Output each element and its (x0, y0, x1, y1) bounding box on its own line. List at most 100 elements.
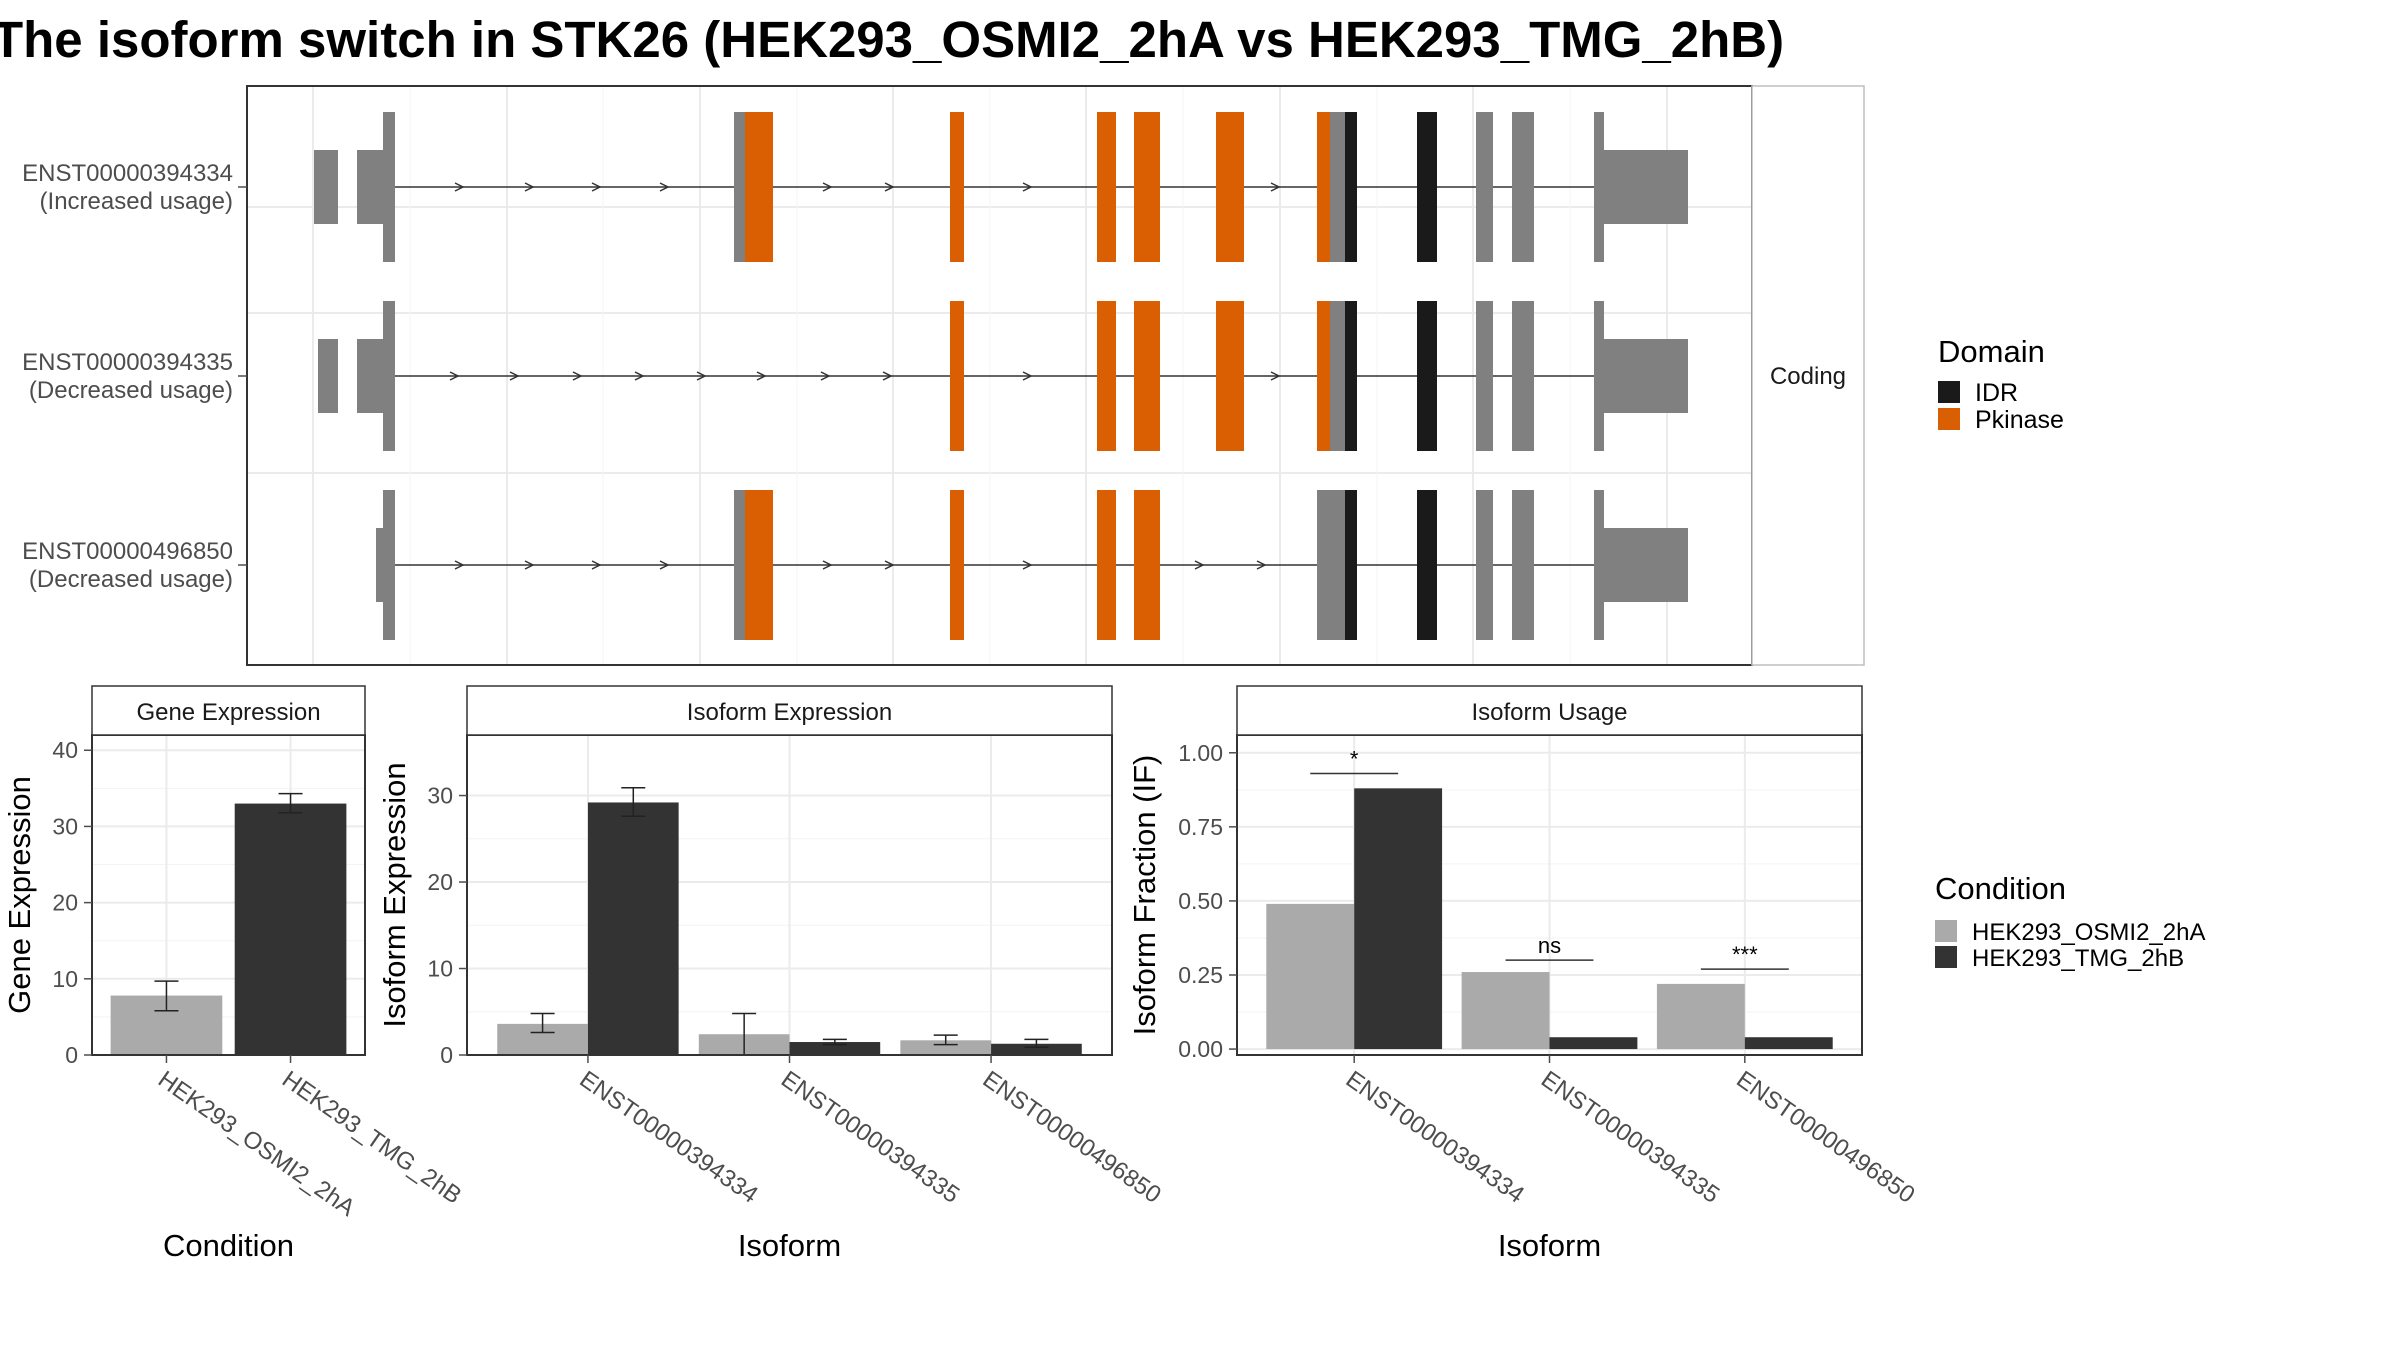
intron-arrow (509, 371, 520, 381)
exon (376, 528, 383, 602)
pkinase-domain-exon (950, 490, 964, 640)
bar (1744, 1037, 1833, 1050)
exon (318, 339, 338, 413)
intron-arrow (572, 371, 583, 381)
bar (1354, 788, 1443, 1050)
exon (1594, 112, 1604, 262)
bar (1461, 972, 1550, 1050)
y-tick-label: 1.00 (1178, 740, 1223, 766)
intron-arrow (591, 182, 602, 192)
intron-arrow (696, 371, 707, 381)
intron-arrow (449, 371, 460, 381)
idr-domain-exon (1345, 490, 1357, 640)
pkinase-domain-exon (1134, 301, 1160, 451)
intron-arrow (884, 560, 895, 570)
x-tick-label: HEK293_OSMI2_2hA (153, 1066, 360, 1222)
intron-arrow (1022, 371, 1033, 381)
bar (1656, 983, 1745, 1050)
x-axis-title: Isoform (1498, 1228, 1601, 1263)
facet-label-coding: Coding (1770, 363, 1846, 390)
intron-arrow (822, 182, 833, 192)
exon (734, 490, 745, 640)
pkinase-domain-exon (745, 490, 773, 640)
exon (1512, 112, 1534, 262)
x-axis-title: Isoform (738, 1228, 841, 1263)
y-tick-label: 0 (440, 1042, 453, 1068)
x-tick-label: ENST00000496850 (978, 1066, 1166, 1209)
y-tick-label: 10 (52, 966, 78, 992)
y-axis-title: Isoform Fraction (IF) (1127, 755, 1162, 1036)
x-tick-label: ENST00000394334 (574, 1066, 762, 1209)
intron-arrow (1022, 182, 1033, 192)
pkinase-domain-exon (745, 112, 773, 262)
y-tick-label: 20 (427, 869, 453, 895)
idr-domain-exon (1417, 301, 1437, 451)
chart-panel-isoform-usage: * ns *** Isoform Usage 0.00 0.25 0.50 0.75 1.00 E… (1127, 685, 1920, 1263)
y-tick-label: 30 (427, 783, 453, 809)
panel-strip (466, 685, 1113, 736)
isoform-usage-label: (Increased usage) (40, 188, 233, 215)
exon (1476, 112, 1493, 262)
x-tick-label: ENST00000394335 (776, 1066, 964, 1209)
y-tick-label: 0.50 (1178, 888, 1223, 914)
bar (234, 803, 347, 1055)
exon (1594, 301, 1604, 451)
intron-arrow (884, 182, 895, 192)
exon (314, 150, 338, 224)
intron-arrow (1194, 560, 1205, 570)
pkinase-domain-exon (1134, 490, 1160, 640)
panel-strip-title: Isoform Usage (1471, 699, 1627, 726)
exon (1594, 490, 1604, 640)
intron-arrow (1270, 371, 1281, 381)
exon (1476, 301, 1493, 451)
intron-arrow (454, 182, 465, 192)
domain-legend-swatch (1938, 408, 1960, 430)
x-tick-label: ENST00000394334 (1341, 1066, 1529, 1209)
idr-domain-exon (1345, 112, 1357, 262)
y-tick-label: 0.25 (1178, 962, 1223, 988)
intron-arrow (1022, 560, 1033, 570)
intron-arrow (756, 371, 767, 381)
exon (357, 150, 383, 224)
pkinase-domain-exon (950, 112, 964, 262)
bar (789, 1042, 881, 1055)
domain-legend-idr: IDR (1975, 379, 2018, 407)
pkinase-domain-exon (1097, 490, 1116, 640)
pkinase-domain-exon (1216, 112, 1244, 262)
exon (1512, 490, 1534, 640)
exon (1476, 490, 1493, 640)
intron-arrow (820, 371, 831, 381)
panel-strip (1236, 685, 1863, 736)
isoform-usage-label: (Decreased usage) (29, 377, 233, 404)
y-axis-title: Isoform Expression (377, 762, 412, 1027)
exon (1604, 150, 1688, 224)
pkinase-domain-exon (1097, 301, 1116, 451)
condition-legend-swatch (1935, 946, 1957, 968)
bar (1266, 903, 1355, 1050)
isoform-row-label: ENST00000496850 (22, 538, 233, 565)
x-tick-label: ENST00000394335 (1536, 1066, 1724, 1209)
condition-legend-label: HEK293_TMG_2hB (1972, 945, 2184, 972)
intron-arrow (659, 560, 670, 570)
idr-domain-exon (1345, 301, 1357, 451)
y-tick-label: 0.75 (1178, 814, 1223, 840)
panel-strip-title: Isoform Expression (687, 699, 892, 726)
intron-arrow (882, 371, 893, 381)
exon (1512, 301, 1534, 451)
pkinase-domain-exon (1317, 301, 1330, 451)
bar (900, 1040, 992, 1055)
exon (1330, 112, 1345, 262)
idr-domain-exon (1417, 112, 1437, 262)
idr-domain-exon (1417, 490, 1437, 640)
panel-strip-title: Gene Expression (136, 699, 320, 726)
intron-arrow (524, 560, 535, 570)
isoform-row-label: ENST00000394335 (22, 349, 233, 376)
pkinase-domain-exon (950, 301, 964, 451)
y-tick-label: 0.00 (1178, 1036, 1223, 1062)
y-tick-label: 30 (52, 813, 78, 839)
exon (1604, 339, 1688, 413)
domain-legend-pkinase: Pkinase (1975, 406, 2064, 434)
significance-label: ns (1538, 933, 1561, 958)
bar (587, 802, 679, 1055)
